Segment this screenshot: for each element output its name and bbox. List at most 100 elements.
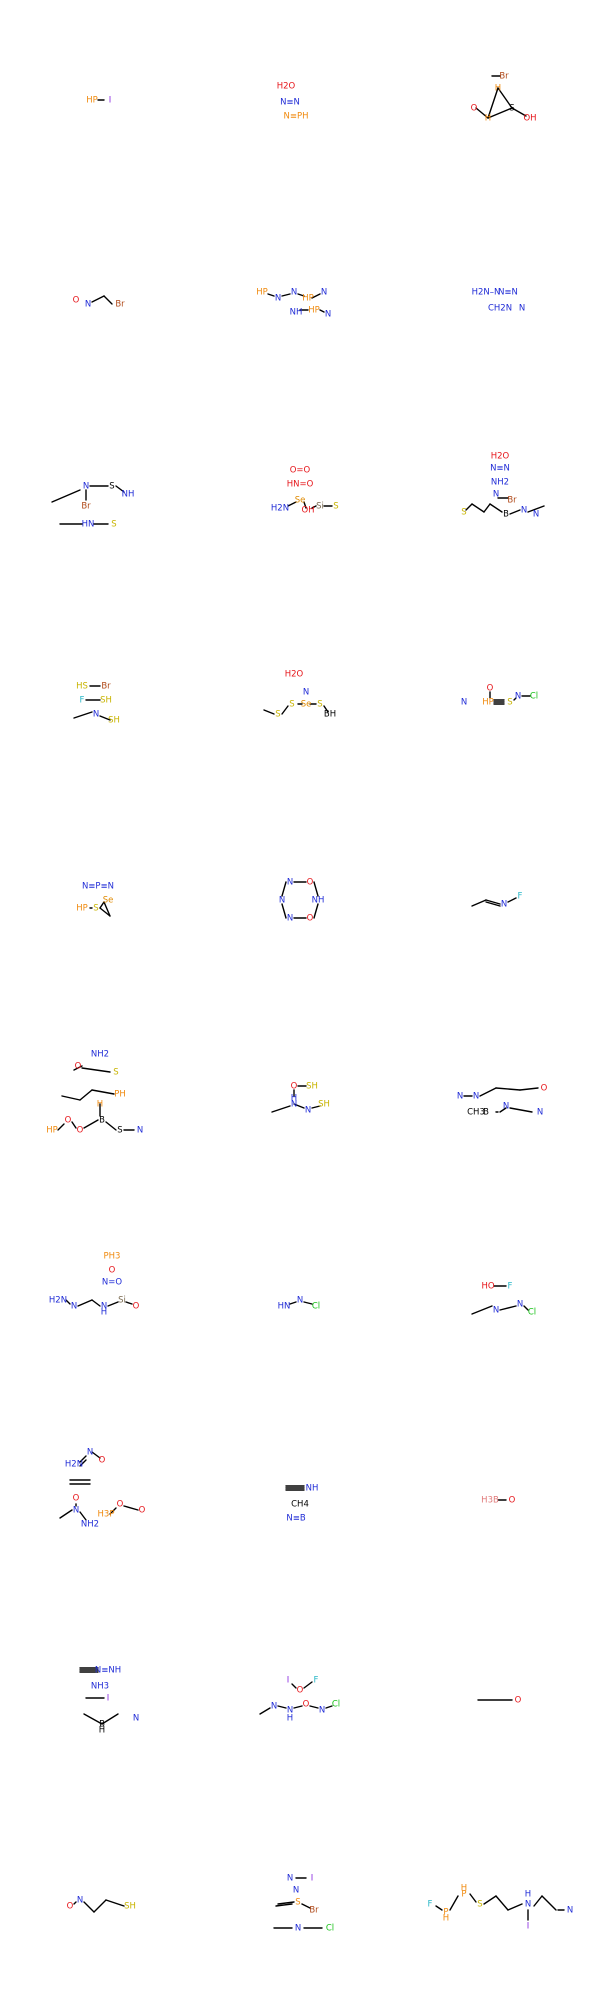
bond [523,1305,529,1311]
bond [313,903,319,919]
bond [93,1899,107,1913]
atom-label: O [291,1082,298,1092]
atom-label: SH [100,696,112,706]
atom-label: O [109,1266,116,1276]
atom-label: HP [76,904,88,914]
bond [267,293,275,297]
atom-label: N [521,506,527,516]
atom-label: N [287,1706,293,1716]
molecule-24: H3B O [481,1496,515,1506]
atom-label: H3B [481,1496,499,1506]
bond [79,1089,93,1101]
bond [485,901,501,907]
bond [313,881,319,897]
bond [57,1123,65,1131]
bond [507,1903,523,1911]
bond [499,1107,507,1113]
atom-label: I [311,1874,314,1884]
atom-label: O [307,914,314,924]
atom-label: N [515,692,521,702]
bond [83,1901,95,1913]
atom-label: O [65,1116,72,1126]
atom-label: H [101,1308,107,1318]
atom-label: H2N–N [472,288,501,298]
atom-label: H [443,1914,449,1924]
atom-label: OH [523,114,536,124]
atom-label: N=O [102,1278,122,1288]
atom-label: F [508,1282,513,1292]
atom-label: F [428,1900,433,1910]
bond [103,295,113,305]
atom-label: S [333,502,338,512]
molecule-2: H2O N≡N N≡PH [277,82,309,122]
atom-label: O [471,104,478,114]
bond [449,1895,459,1911]
atom-label: N [473,1092,479,1102]
atom-label: F [80,696,85,706]
atom-label: H2O [285,670,304,680]
atom-label: S [275,710,280,720]
atom-label: H [287,1714,293,1724]
atom-label: Br [499,72,509,82]
molecule-15: NF [471,892,523,910]
molecule-7: N S NH Br HN S [51,482,135,530]
atom-label: N≡B [286,1514,305,1524]
molecule-27: O [477,1696,522,1706]
bond [125,1301,133,1305]
bond [303,1301,313,1305]
atom-label: N [457,1092,463,1102]
atom-label: F [518,892,523,902]
atom-label: Cl [530,692,538,702]
atom-label: N [83,482,89,492]
atom-label: Cl [312,1302,320,1312]
atom-label: I [287,1676,290,1686]
bond [533,1895,543,1907]
atom-label: S [509,104,514,114]
atom-label: I [107,1694,110,1704]
bond [51,489,81,503]
atom-label: N [287,914,293,924]
atom-label: HN [278,1302,291,1312]
atom-label: H [485,114,491,124]
atom-label: N [93,710,99,720]
bond [259,1707,271,1715]
bond [471,503,485,513]
bond [293,1103,305,1109]
atom-label: S [289,700,294,710]
atom-label: O [515,1696,522,1706]
bond [497,87,513,109]
atom-label: Si [118,1296,126,1306]
atom-label: N [77,1896,83,1906]
atom-label: N [325,310,331,320]
atom-label: S [295,1898,300,1908]
bond [311,505,317,509]
atom-label: P [461,1890,466,1900]
bond [99,907,111,917]
molecule-6: H2N–NN≡N CH2N N [472,288,526,314]
atom-label: NH [122,490,135,500]
bond [277,1705,287,1709]
bond [475,107,489,119]
bond [495,1895,509,1911]
bond [435,1905,443,1911]
bond [495,1087,521,1091]
atom-label: HP [308,306,320,316]
atom-label: B [503,510,509,520]
atom-label: N [101,1302,107,1312]
bond [281,881,287,897]
atom-label: PH3 [104,1252,121,1262]
atom-label: Se [295,496,306,506]
bond [105,1899,125,1907]
atom-label: O [75,1062,82,1072]
molecule-25: N≡NH NH3 I BH N [79,1666,139,1736]
atom-label: N≡PH [284,112,309,122]
bond [485,899,501,905]
atom-label: N [319,1706,325,1716]
bond [83,1119,99,1129]
atom-label: HO [481,1282,494,1292]
bond [81,1067,111,1073]
atom-label: B [483,1108,489,1118]
